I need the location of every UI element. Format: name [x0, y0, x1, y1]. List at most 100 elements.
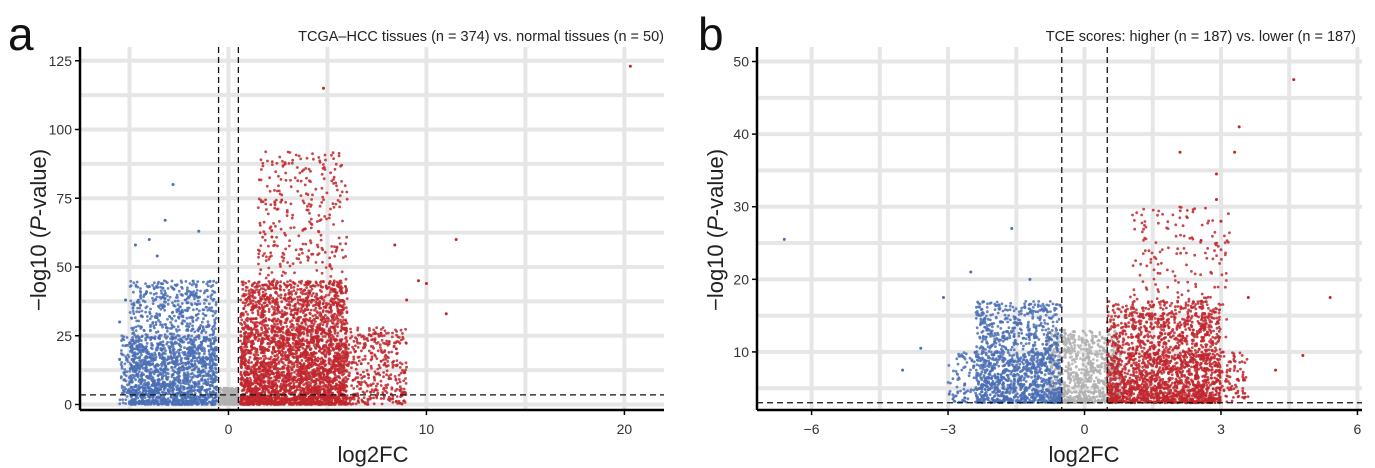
data-point-down [124, 298, 128, 302]
data-point-up [277, 379, 281, 383]
data-point-down [179, 279, 183, 283]
data-point-down [152, 287, 156, 291]
data-point-down [197, 367, 201, 371]
grid [80, 47, 664, 410]
data-point-down [146, 384, 150, 388]
data-point-up [242, 292, 246, 296]
data-point-down [176, 380, 180, 383]
data-point-down [187, 375, 191, 378]
data-point-up [247, 292, 251, 295]
data-point-up [251, 311, 255, 315]
data-point-up [254, 361, 258, 365]
data-point-down [141, 361, 145, 364]
data-point-up [296, 298, 300, 302]
data-point-down [203, 349, 206, 353]
data-point-up [254, 301, 258, 304]
data-point-down [193, 343, 196, 347]
data-point-down [214, 391, 218, 395]
data-point-down [149, 357, 153, 360]
data-point-down [144, 282, 148, 285]
data-point-up [296, 288, 299, 291]
data-point-down [207, 383, 210, 386]
data-point-down [195, 303, 199, 307]
data-point-down [166, 357, 170, 361]
data-point-down [138, 359, 142, 362]
data-point-down [134, 378, 138, 382]
data-point-down [185, 400, 189, 404]
data-point-down [188, 282, 192, 285]
data-point-down [204, 382, 208, 386]
data-point-down [148, 317, 152, 321]
data-point-down [209, 297, 213, 300]
data-point-up [274, 378, 278, 382]
data-point-down [164, 349, 168, 352]
data-point-down [139, 287, 142, 290]
data-point-down [146, 315, 149, 318]
data-point-down [161, 306, 165, 310]
data-point-up [318, 324, 322, 327]
data-point-up [299, 298, 303, 302]
data-point-down [148, 312, 152, 315]
data-point-down [180, 322, 184, 326]
data-point-up [257, 280, 261, 284]
data-point-down [172, 384, 175, 388]
panel-a-x-axis-title: log2FC [338, 442, 409, 467]
data-point-up [288, 307, 292, 310]
data-point-down [148, 363, 152, 367]
data-point-down [174, 356, 178, 360]
data-point-up [254, 324, 258, 327]
data-point-down [196, 345, 200, 348]
data-point-down [195, 318, 198, 322]
data-point-down [209, 359, 212, 363]
data-point-down [215, 399, 218, 403]
data-point-down [201, 325, 205, 329]
data-point-down [193, 382, 197, 386]
data-point-up [304, 386, 308, 390]
data-point-up [288, 344, 292, 347]
data-point-up [251, 299, 255, 303]
data-point-down [161, 325, 165, 329]
data-point-down [131, 306, 135, 309]
data-point-up [309, 308, 313, 312]
data-point-up [379, 346, 382, 349]
data-point-down [192, 308, 195, 312]
data-point-down [155, 382, 159, 386]
data-point-up [267, 376, 271, 380]
data-point-up [275, 297, 279, 301]
data-point-down [186, 367, 189, 371]
data-point-down [135, 319, 139, 323]
data-point-down [134, 335, 138, 338]
data-point-down [168, 315, 172, 318]
data-point-down [213, 357, 217, 361]
data-point-down [162, 386, 166, 390]
data-point-down [128, 362, 132, 365]
data-point-down [133, 351, 137, 354]
data-point-down [152, 292, 156, 296]
data-point-up [276, 322, 279, 326]
data-point-up [240, 318, 244, 322]
data-point-up [254, 384, 258, 388]
data-point-down [144, 310, 148, 314]
data-point-down [177, 399, 181, 403]
data-point-down [124, 398, 128, 401]
data-point-down [148, 285, 151, 289]
data-point-down [132, 331, 136, 335]
data-point-up [243, 304, 247, 308]
data-point-down [153, 281, 156, 285]
panel-label-b: b [698, 8, 724, 60]
data-point-down [149, 367, 153, 371]
data-point-down [155, 295, 159, 299]
data-point-down [175, 283, 179, 287]
data-point-down [144, 306, 148, 310]
data-point-down [140, 309, 144, 313]
data-point-down [208, 387, 212, 391]
data-point-down [206, 337, 210, 341]
data-point-down [197, 380, 201, 383]
data-point-down [174, 319, 178, 323]
data-point-up [310, 321, 314, 325]
data-point-up [241, 280, 245, 284]
data-point-down [185, 361, 189, 365]
data-point-up [344, 332, 347, 335]
data-point-down [166, 340, 170, 344]
